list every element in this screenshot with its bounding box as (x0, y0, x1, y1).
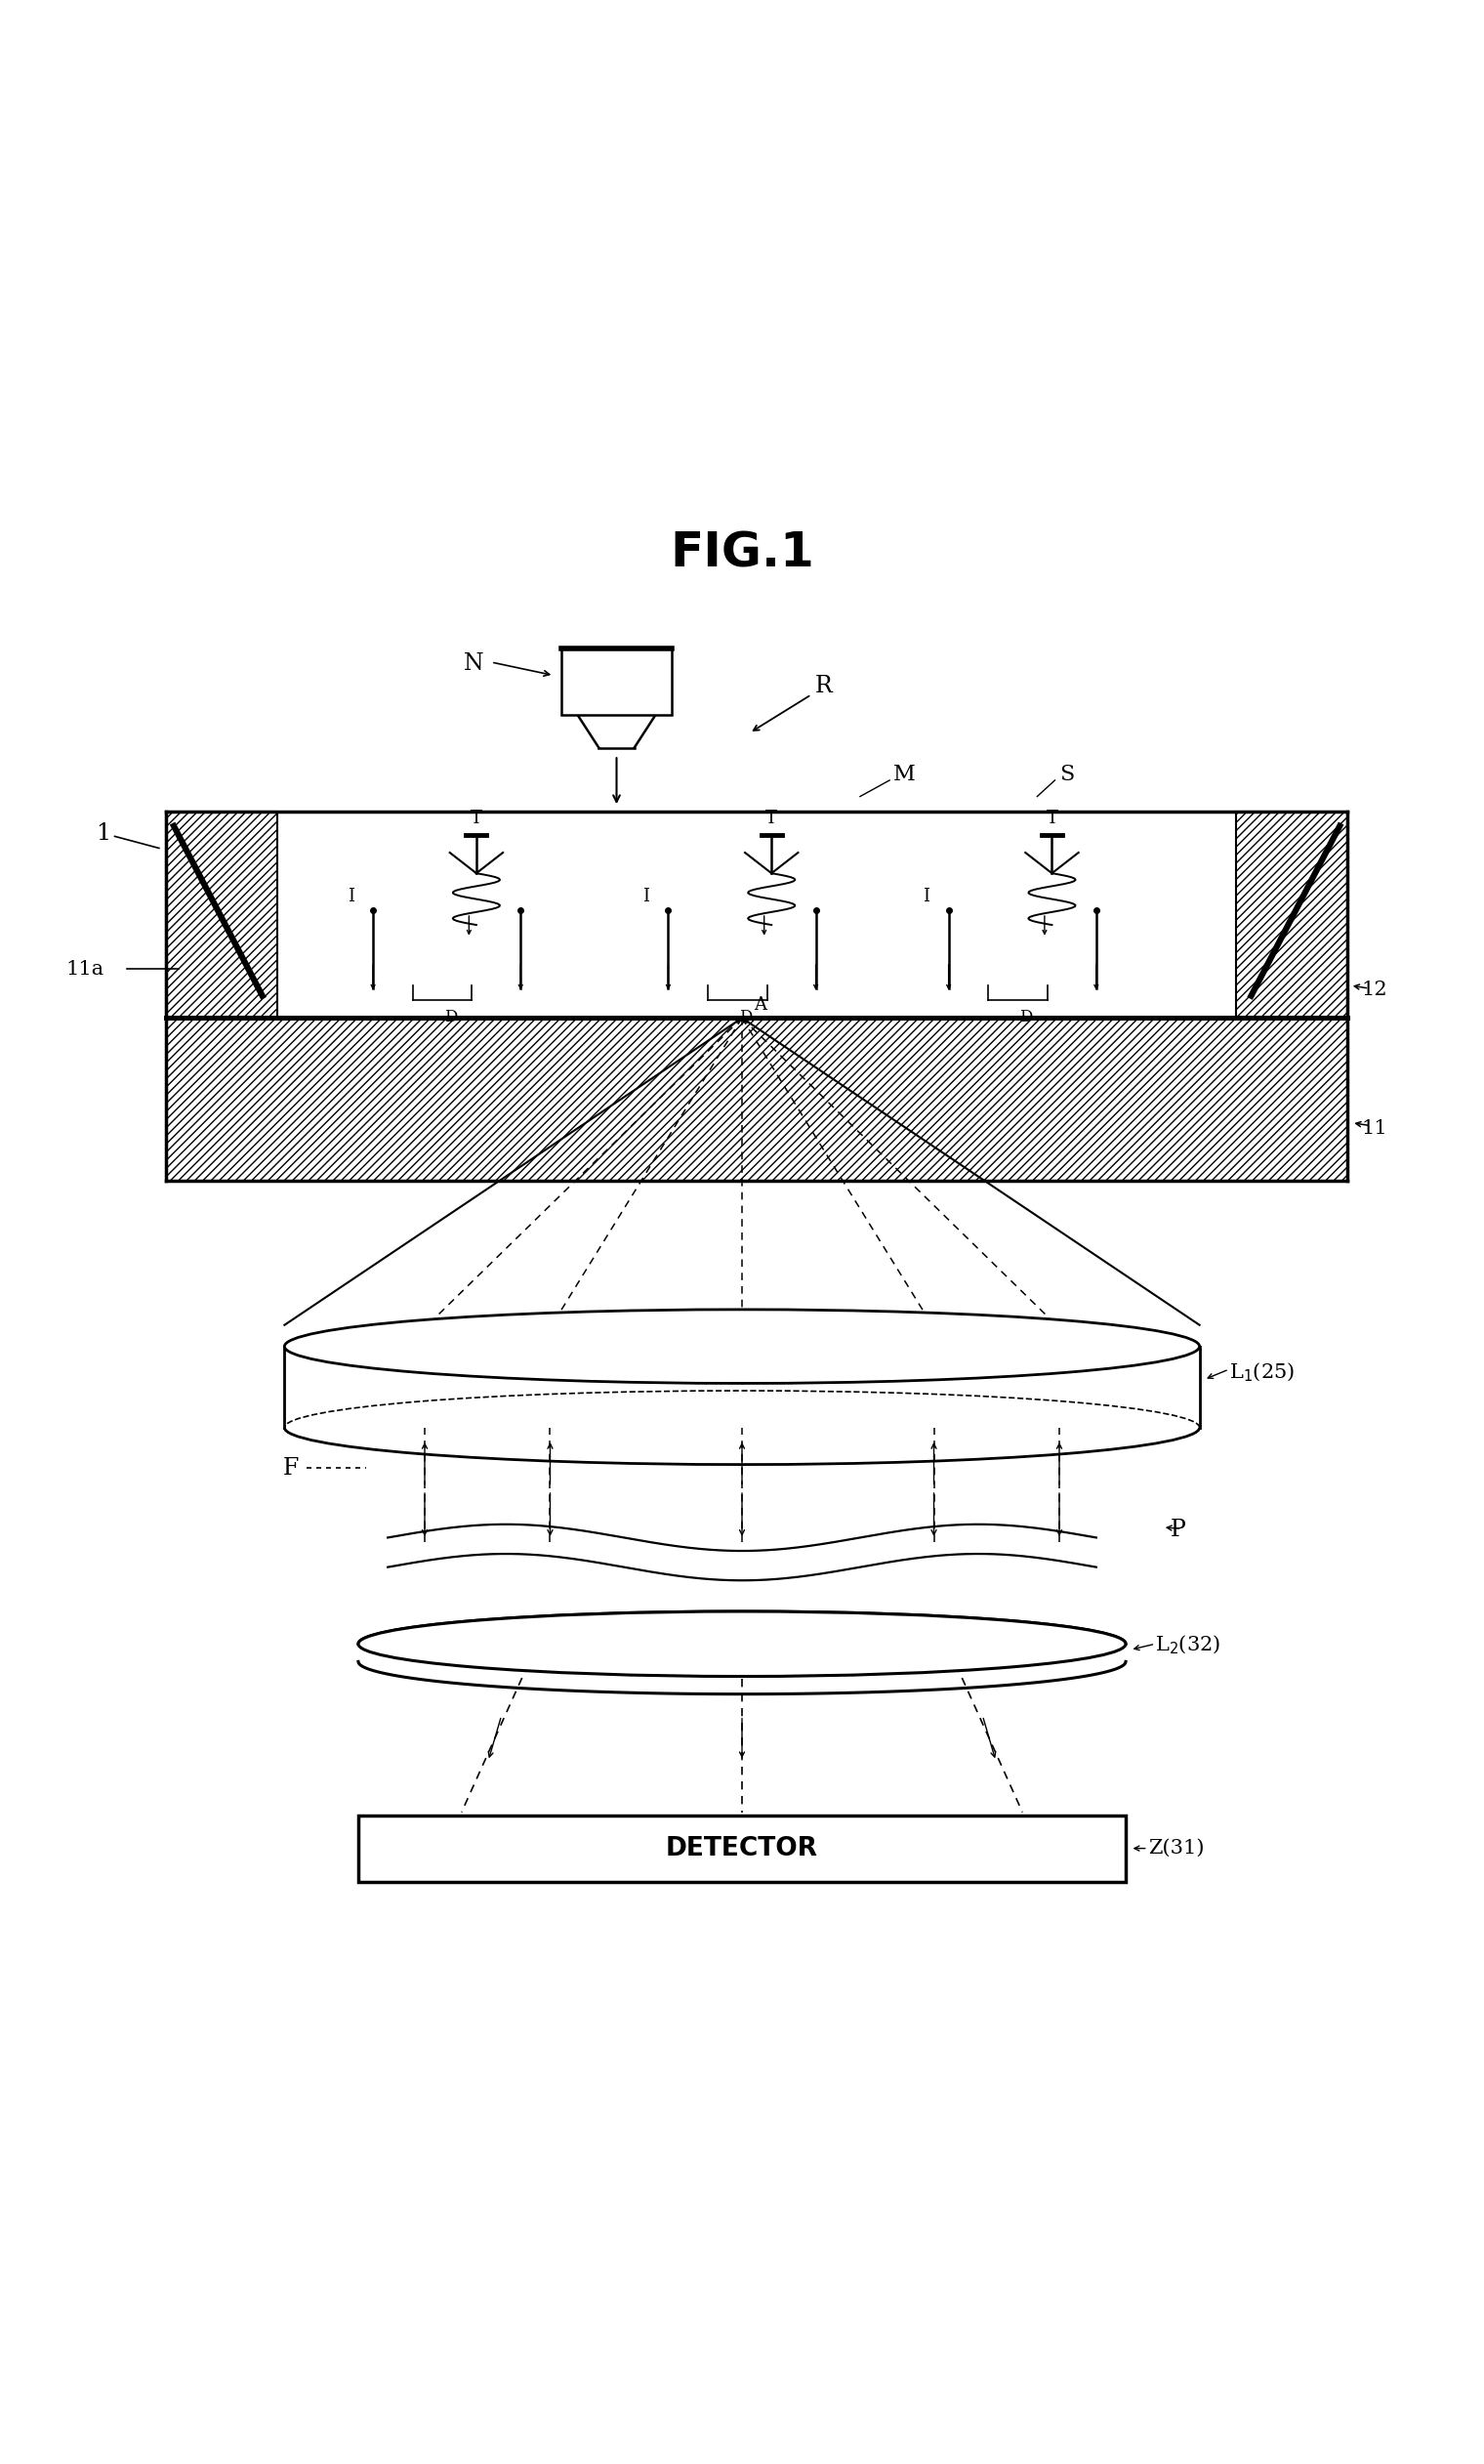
Text: F: F (283, 1456, 300, 1478)
Text: R: R (815, 675, 833, 697)
Bar (358, 1816, 1126, 1882)
Text: D: D (444, 1010, 457, 1025)
Bar (166, 811, 278, 1018)
Text: T: T (470, 811, 482, 828)
Ellipse shape (285, 1308, 1199, 1382)
Text: P: P (1169, 1518, 1186, 1542)
Bar (1236, 811, 1347, 1018)
Text: N: N (463, 653, 484, 675)
Text: DETECTOR: DETECTOR (666, 1836, 818, 1860)
Text: L$_2$(32): L$_2$(32) (1155, 1634, 1221, 1656)
Text: FIG.1: FIG.1 (669, 530, 815, 577)
Text: I: I (643, 887, 650, 907)
Text: 1: 1 (95, 823, 110, 845)
Text: 11: 11 (1362, 1119, 1388, 1138)
Text: M: M (893, 764, 916, 786)
Text: I: I (347, 887, 355, 907)
Ellipse shape (358, 1611, 1126, 1676)
Bar (166, 1018, 1347, 1180)
Text: A: A (754, 995, 767, 1013)
Text: 11a: 11a (67, 961, 104, 978)
Bar (561, 648, 672, 715)
Text: T: T (766, 811, 778, 828)
Text: S: S (1060, 764, 1074, 786)
Text: D: D (739, 1010, 752, 1025)
Text: L$_1$(25): L$_1$(25) (1229, 1360, 1294, 1385)
Text: 12: 12 (1362, 981, 1388, 1000)
Text: Z(31): Z(31) (1147, 1838, 1204, 1858)
Text: I: I (923, 887, 930, 907)
Text: D: D (1020, 1010, 1033, 1025)
Text: T: T (1046, 811, 1058, 828)
